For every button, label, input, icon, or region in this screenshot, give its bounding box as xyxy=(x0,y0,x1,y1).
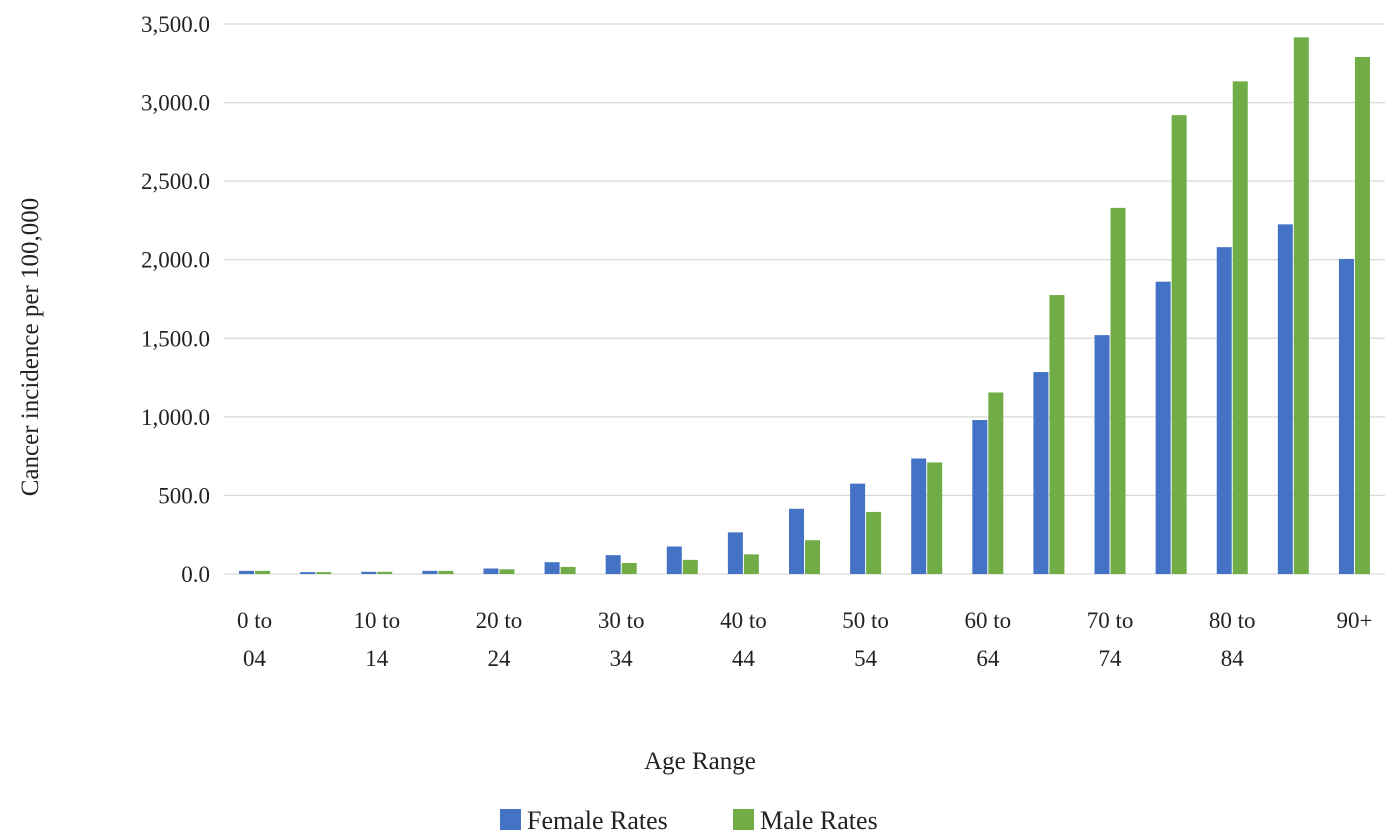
bar-female-15 xyxy=(1155,281,1171,574)
bar-female-9 xyxy=(789,508,804,574)
legend-label: Female Rates xyxy=(527,806,668,834)
bar-female-8 xyxy=(727,532,743,574)
gridlines xyxy=(224,23,1385,575)
bar-female-11 xyxy=(911,458,927,574)
x-tick-label: 80 to xyxy=(1209,608,1256,633)
bar-male-4 xyxy=(499,569,515,574)
x-tick-label: 40 to xyxy=(720,608,767,633)
bar-female-7 xyxy=(666,546,682,574)
y-tick-label: 1,500.0 xyxy=(141,326,210,351)
bar-female-18 xyxy=(1338,258,1354,574)
x-axis-ticks: 0 to 04 10 to 14 20 to 24 30 to 34 40 to 44 50 to 5… xyxy=(237,608,1372,671)
bar-male-16 xyxy=(1232,81,1248,575)
legend-swatch xyxy=(500,809,521,830)
x-tick-label: 44 xyxy=(732,646,756,671)
bar-male-14 xyxy=(1110,207,1126,575)
bar-female-13 xyxy=(1033,372,1049,574)
x-tick-label: 54 xyxy=(854,646,878,671)
bar-female-10 xyxy=(850,483,866,574)
bar-female-12 xyxy=(972,420,988,574)
bar-male-12 xyxy=(988,392,1004,574)
bar-male-0 xyxy=(255,570,271,574)
y-axis-ticks: 0.0 500.0 1,000.0 1,500.0 2,000.0 2,500.0 3,00… xyxy=(141,12,210,587)
bars xyxy=(239,37,1370,575)
x-tick-label: 74 xyxy=(1099,646,1123,671)
y-tick-label: 3,000.0 xyxy=(141,91,210,116)
bar-male-13 xyxy=(1049,295,1065,574)
x-tick-label: 0 to xyxy=(237,608,272,633)
x-tick-label: 20 to xyxy=(476,608,523,633)
y-tick-label: 3,500.0 xyxy=(141,12,210,37)
bar-male-18 xyxy=(1354,57,1370,574)
bar-male-9 xyxy=(805,540,820,574)
y-tick-label: 2,500.0 xyxy=(141,169,210,194)
x-tick-label: 34 xyxy=(610,646,634,671)
bar-female-0 xyxy=(239,570,255,574)
bar-male-7 xyxy=(682,559,698,574)
legend-label: Male Rates xyxy=(760,806,878,834)
bar-female-14 xyxy=(1094,335,1110,574)
bar-male-6 xyxy=(621,563,637,574)
bar-female-6 xyxy=(605,555,621,574)
bar-female-16 xyxy=(1216,247,1232,574)
x-tick-label: 70 to xyxy=(1087,608,1134,633)
bar-male-1 xyxy=(316,572,332,574)
y-tick-label: 1,000.0 xyxy=(141,405,210,430)
bar-male-15 xyxy=(1171,115,1187,574)
x-tick-label: 24 xyxy=(487,646,511,671)
x-tick-label: 90+ xyxy=(1336,608,1372,633)
y-axis-title: Cancer incidence per 100,000 xyxy=(17,198,44,497)
bar-male-3 xyxy=(438,570,454,574)
x-axis-title: Age Range xyxy=(644,748,756,775)
bar-female-5 xyxy=(544,562,560,574)
bar-female-3 xyxy=(422,570,438,574)
x-tick-label: 30 to xyxy=(598,608,645,633)
bar-female-1 xyxy=(300,572,316,574)
x-tick-label: 14 xyxy=(365,646,389,671)
x-tick-label: 10 to xyxy=(353,608,400,633)
x-tick-label: 04 xyxy=(243,646,267,671)
bar-female-4 xyxy=(483,568,499,574)
y-tick-label: 500.0 xyxy=(158,483,210,508)
bar-female-2 xyxy=(361,571,377,574)
x-tick-label: 84 xyxy=(1221,646,1245,671)
y-tick-label: 0.0 xyxy=(181,562,210,587)
bar-male-5 xyxy=(560,566,576,574)
bar-male-10 xyxy=(866,511,882,574)
x-tick-label: 60 to xyxy=(964,608,1011,633)
legend-swatch xyxy=(733,809,754,830)
bar-male-11 xyxy=(927,462,943,574)
bar-male-17 xyxy=(1293,37,1309,575)
bar-male-2 xyxy=(377,571,393,574)
x-tick-label: 64 xyxy=(976,646,1000,671)
legend: Female Rates Male Rates xyxy=(500,806,878,834)
y-tick-label: 2,000.0 xyxy=(141,248,210,273)
x-tick-label: 50 to xyxy=(842,608,889,633)
bar-female-17 xyxy=(1277,224,1293,575)
bar-male-8 xyxy=(743,554,759,574)
